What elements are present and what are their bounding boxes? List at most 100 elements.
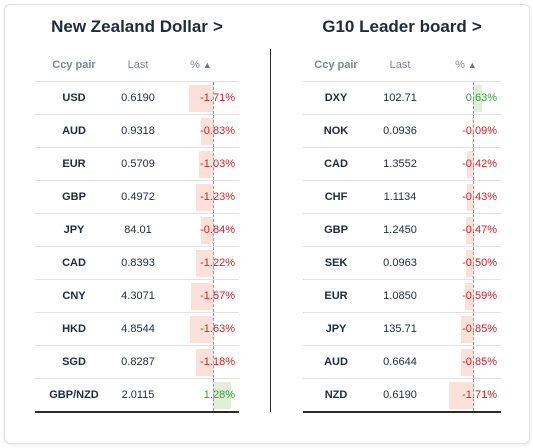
last-price: 4.8544 xyxy=(113,312,163,346)
percent-change-value: -0.50% xyxy=(462,257,497,269)
table-row[interactable]: JPY 135.71 -0.85% xyxy=(303,312,501,346)
column-header-pct[interactable]: % ▲ xyxy=(431,49,501,82)
percent-change-bar xyxy=(195,184,213,211)
g10-table: Ccy pair Last % ▲ DXY 102.71 0.63% NOK 0.0936… xyxy=(303,49,501,413)
percent-change-value: -1.57% xyxy=(200,290,235,302)
zero-axis-line xyxy=(473,280,474,312)
percent-change-cell: -1.71% xyxy=(163,81,239,115)
table-row[interactable]: SGD 0.8287 -1.18% xyxy=(35,345,239,379)
percent-change-bar xyxy=(196,349,213,376)
sort-ascending-icon: ▲ xyxy=(467,60,477,70)
percent-change-value: -0.84% xyxy=(200,224,235,236)
currency-pair: DXY xyxy=(303,81,369,115)
chevron-right-icon: > xyxy=(212,17,223,36)
table-row[interactable]: NOK 0.0936 -0.09% xyxy=(303,114,501,148)
zero-axis-line xyxy=(473,82,474,114)
last-price: 0.6190 xyxy=(369,378,431,413)
table-row[interactable]: CHF 1.1134 -0.43% xyxy=(303,180,501,214)
table-row[interactable]: EUR 0.5709 -1.03% xyxy=(35,147,239,181)
table-row[interactable]: HKD 4.8544 -1.63% xyxy=(35,312,239,346)
percent-change-cell: -0.50% xyxy=(431,246,501,280)
table-row[interactable]: SEK 0.0963 -0.50% xyxy=(303,246,501,280)
percent-change-bar xyxy=(467,151,473,178)
table-row[interactable]: GBP/NZD 2.0115 1.28% xyxy=(35,378,239,413)
percent-change-bar xyxy=(213,382,231,409)
last-price: 0.4972 xyxy=(113,180,163,214)
table-row[interactable]: CAD 1.3552 -0.42% xyxy=(303,147,501,181)
currency-pair: JPY xyxy=(35,213,113,247)
last-price: 4.3071 xyxy=(113,279,163,313)
percent-change-cell: -0.59% xyxy=(431,279,501,313)
percent-change-value: -1.23% xyxy=(200,191,235,203)
currency-pair: AUD xyxy=(303,345,369,379)
percent-change-cell: -0.84% xyxy=(163,213,239,247)
percent-change-value: -0.59% xyxy=(462,290,497,302)
percent-change-cell: -1.23% xyxy=(163,180,239,214)
currency-pair: SGD xyxy=(35,345,113,379)
percent-change-cell: -1.18% xyxy=(163,345,239,379)
table-row[interactable]: CNY 4.3071 -1.57% xyxy=(35,279,239,313)
currency-pair: NZD xyxy=(303,378,369,413)
percent-change-cell: 1.28% xyxy=(163,378,239,413)
percent-change-value: 1.28% xyxy=(203,389,235,401)
table-row[interactable]: CAD 0.8393 -1.22% xyxy=(35,246,239,280)
last-price: 1.1134 xyxy=(369,180,431,214)
percent-change-value: -0.85% xyxy=(462,356,497,368)
zero-axis-line xyxy=(213,280,214,312)
percent-change-value: -0.09% xyxy=(462,125,497,137)
percent-change-value: -1.71% xyxy=(462,389,497,401)
currency-pair: CAD xyxy=(35,246,113,280)
nzd-panel-title[interactable]: New Zealand Dollar > xyxy=(35,17,239,37)
percent-change-value: -0.42% xyxy=(462,158,497,170)
last-price: 0.0963 xyxy=(369,246,431,280)
column-header-pair: Ccy pair xyxy=(35,49,113,82)
percent-change-value: -0.47% xyxy=(462,224,497,236)
sort-ascending-icon: ▲ xyxy=(202,60,212,70)
zero-axis-line xyxy=(213,82,214,114)
currency-pair: GBP xyxy=(303,213,369,247)
percent-change-bar xyxy=(461,349,473,376)
column-header-pct[interactable]: % ▲ xyxy=(163,49,239,82)
zero-axis-line xyxy=(473,247,474,279)
last-price: 1.3552 xyxy=(369,147,431,181)
table-row[interactable]: AUD 0.9318 -0.83% xyxy=(35,114,239,148)
percent-change-cell: -0.09% xyxy=(431,114,501,148)
percent-change-bar xyxy=(449,382,473,409)
table-row[interactable]: NZD 0.6190 -1.71% xyxy=(303,378,501,413)
currency-pair: EUR xyxy=(303,279,369,313)
percent-change-value: -1.22% xyxy=(200,257,235,269)
currency-pair: CHF xyxy=(303,180,369,214)
percent-change-value: -0.83% xyxy=(200,125,235,137)
last-price: 102.71 xyxy=(369,81,431,115)
column-header-last: Last xyxy=(113,49,163,82)
nzd-table-body: USD 0.6190 -1.71% AUD 0.9318 -0.83% EUR 0.5709 -… xyxy=(35,81,239,413)
percent-change-bar xyxy=(466,184,473,211)
zero-axis-line xyxy=(213,214,214,246)
percent-change-bar xyxy=(201,118,213,145)
percent-change-bar xyxy=(466,217,473,244)
zero-axis-line xyxy=(473,115,474,147)
nzd-panel-title-text: New Zealand Dollar xyxy=(51,17,208,36)
last-price: 0.9318 xyxy=(113,114,163,148)
percent-change-cell: -0.42% xyxy=(431,147,501,181)
percent-change-cell: -0.83% xyxy=(163,114,239,148)
column-header-pct-label: % xyxy=(190,59,200,71)
percent-change-bar xyxy=(198,151,213,178)
currency-pair: JPY xyxy=(303,312,369,346)
g10-panel-title[interactable]: G10 Leader board > xyxy=(303,17,501,37)
table-row[interactable]: JPY 84.01 -0.84% xyxy=(35,213,239,247)
g10-table-header: Ccy pair Last % ▲ xyxy=(303,49,501,82)
table-row[interactable]: DXY 102.71 0.63% xyxy=(303,81,501,115)
percent-change-cell: -1.03% xyxy=(163,147,239,181)
last-price: 84.01 xyxy=(113,213,163,247)
table-row[interactable]: GBP 1.2450 -0.47% xyxy=(303,213,501,247)
table-row[interactable]: GBP 0.4972 -1.23% xyxy=(35,180,239,214)
zero-axis-line xyxy=(213,313,214,345)
percent-change-cell: -0.47% xyxy=(431,213,501,247)
table-row[interactable]: AUD 0.6644 -0.85% xyxy=(303,345,501,379)
percent-change-value: -0.85% xyxy=(462,323,497,335)
table-row[interactable]: EUR 1.0850 -0.59% xyxy=(303,279,501,313)
table-row[interactable]: USD 0.6190 -1.71% xyxy=(35,81,239,115)
percent-change-bar xyxy=(201,217,213,244)
zero-axis-line xyxy=(213,148,214,180)
